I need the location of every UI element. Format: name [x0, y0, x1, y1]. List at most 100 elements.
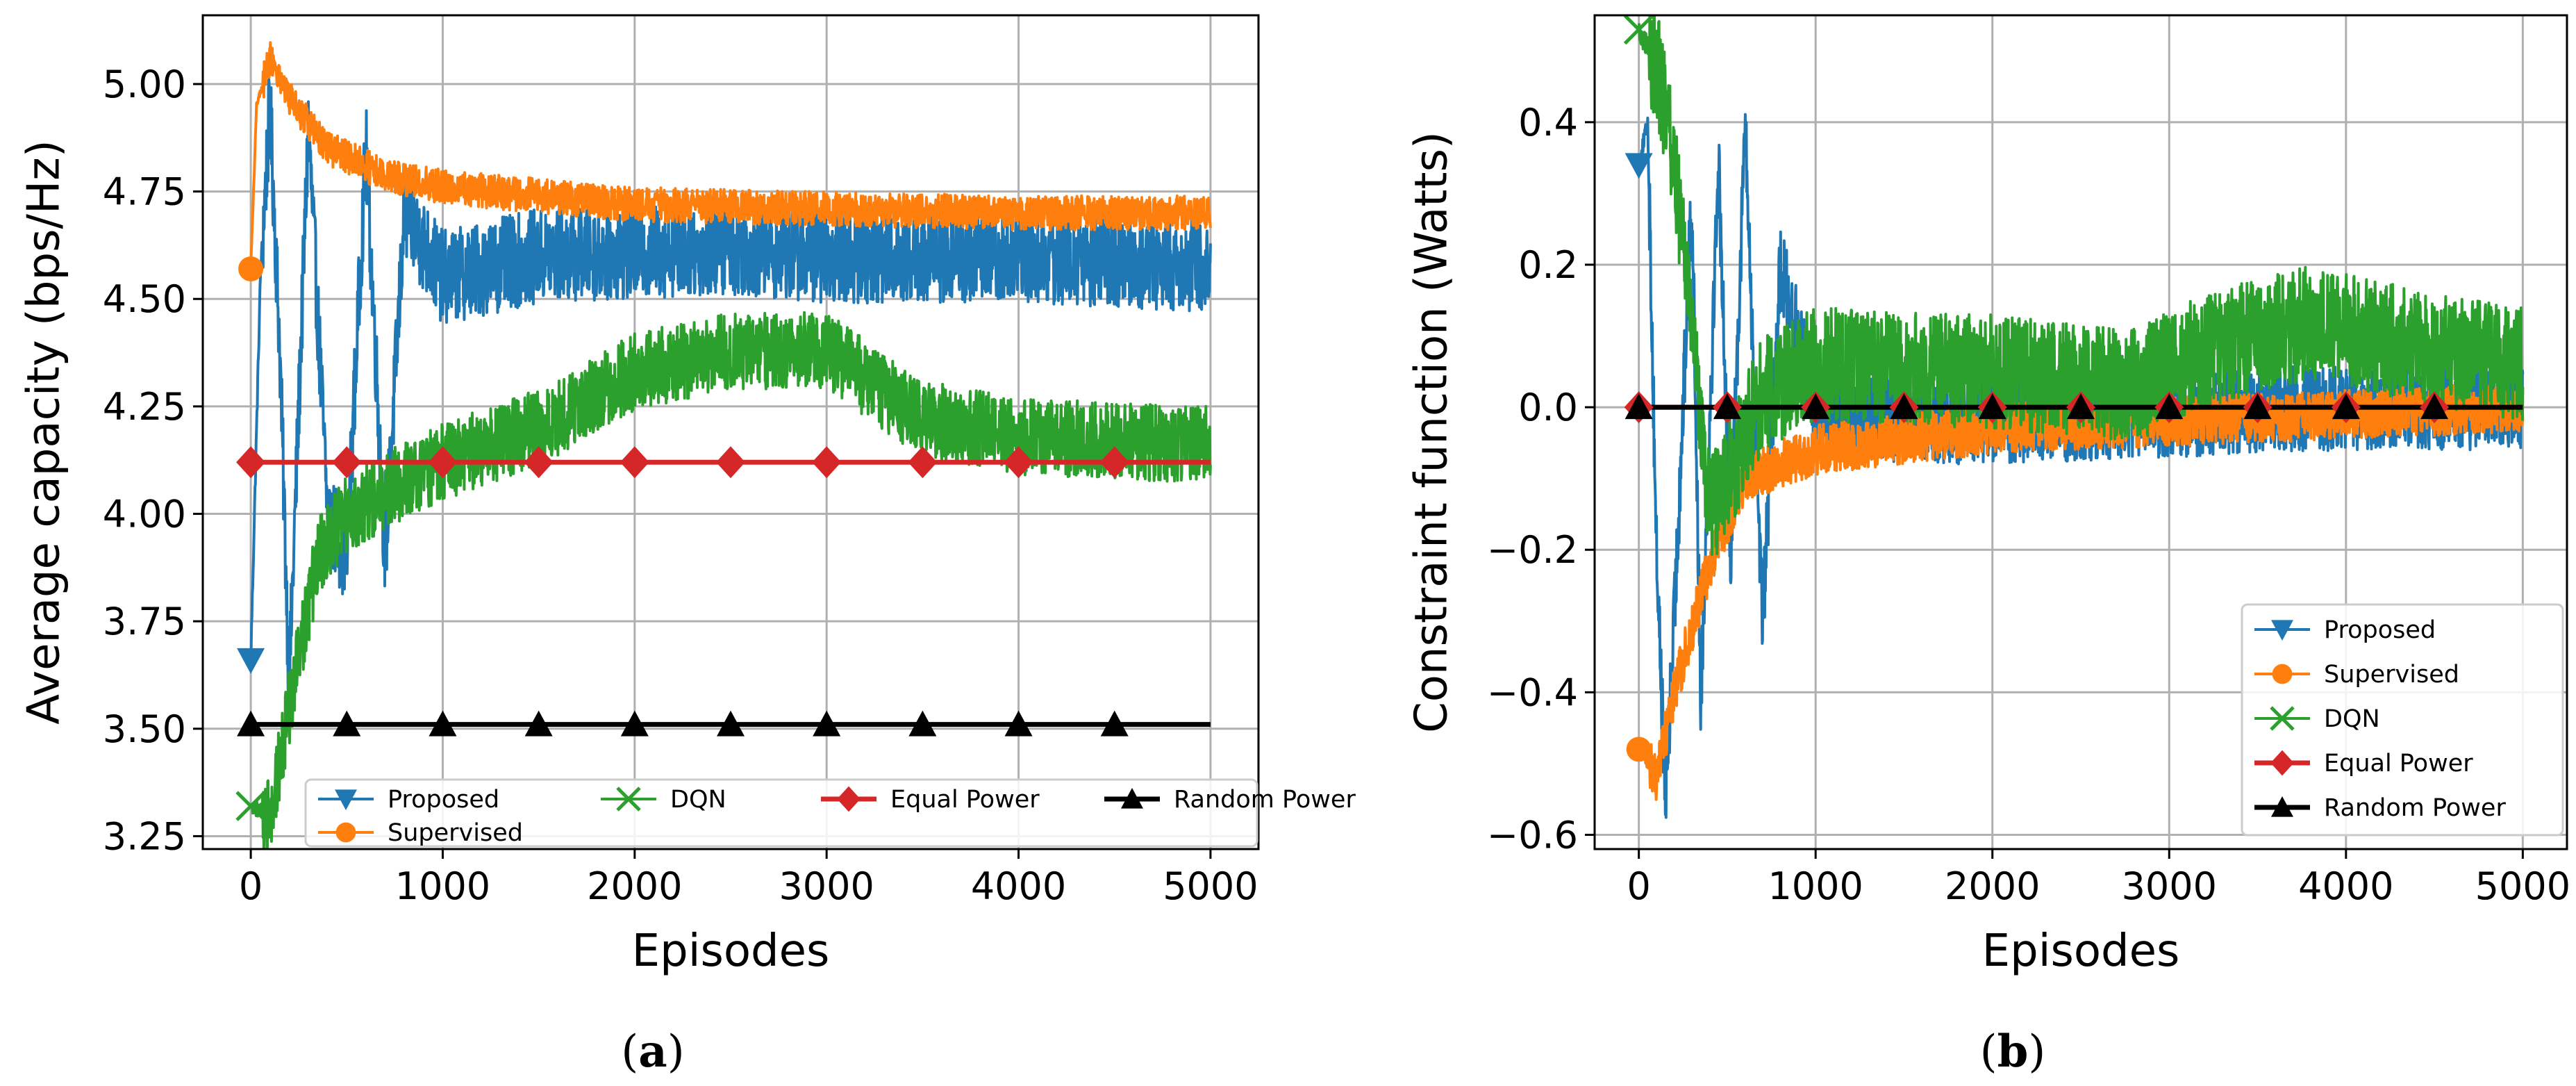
- marker-proposed: [237, 648, 265, 674]
- legend-a: Proposed Supervised DQN Equal Power Random P…: [304, 778, 1356, 848]
- legend-label: Equal Power: [2324, 750, 2473, 778]
- markers-b: [1623, 14, 2450, 762]
- x-tick-label: 4000: [2298, 864, 2393, 908]
- y-tick-label: 4.00: [103, 493, 186, 536]
- legend-label: Proposed: [388, 786, 499, 814]
- legend-marker-equal-power: [837, 786, 861, 812]
- x-tick-label: 0: [1627, 864, 1650, 908]
- marker-equal-power: [620, 446, 649, 479]
- y-tick-label: 3.25: [103, 814, 186, 858]
- legend-box: [304, 778, 1258, 848]
- legend-marker-random-power: [2271, 796, 2293, 817]
- x-axis-label-a: Episodes: [632, 925, 830, 977]
- marker-random-power: [1100, 710, 1129, 737]
- x-tick-label: 0: [239, 864, 263, 908]
- marker-random-power: [1713, 393, 1741, 420]
- marker-random-power: [2332, 393, 2360, 420]
- y-tick-label: −0.2: [1487, 528, 1578, 572]
- legend-label: Equal Power: [890, 786, 1040, 814]
- legend-label: Supervised: [2324, 661, 2459, 689]
- marker-random-power: [2067, 393, 2095, 420]
- marker-equal-power: [1004, 446, 1033, 479]
- y-tick-label: 3.50: [103, 707, 186, 751]
- marker-random-power: [429, 710, 457, 737]
- y-tick-label: −0.6: [1487, 813, 1578, 857]
- legend-entry-proposed: Proposed: [2254, 616, 2436, 644]
- series-line-dqn: [249, 311, 1212, 849]
- marker-random-power: [717, 710, 745, 737]
- markers-a: [235, 256, 1129, 821]
- marker-random-power: [813, 710, 841, 737]
- plot-frame-a: [201, 14, 1260, 850]
- marker-equal-power: [428, 446, 458, 479]
- x-tick-label: 5000: [1163, 864, 1258, 908]
- axes-b: 0 1000 2000 3000 4000 5000 −0.6 −0.4 −0.2 0.0 0.2 0…: [1487, 101, 2570, 908]
- plot-frame-b: [1593, 14, 2568, 850]
- marker-random-power: [2155, 393, 2184, 420]
- marker-dqn: [1623, 14, 1654, 45]
- marker-random-power: [237, 710, 265, 737]
- chart-panel-a: 0 1000 2000 3000 4000 5000 3.25 3.50 3.75 4.00 4.2…: [18, 14, 1356, 1078]
- panel-paren: (: [1980, 1026, 1997, 1078]
- chart-panel-b: 0 1000 2000 3000 4000 5000 −0.6 −0.4 −0.2 0.0 0.2 0…: [1406, 14, 2570, 1078]
- legend-marker-supervised: [2272, 664, 2293, 684]
- marker-equal-power: [524, 446, 554, 479]
- x-tick-label: 4000: [971, 864, 1066, 908]
- legend-label: Random Power: [2324, 794, 2506, 822]
- panel-letter: b: [1997, 1026, 2029, 1078]
- x-tick-label: 1000: [1768, 864, 1863, 908]
- legend-box: [2241, 603, 2564, 837]
- legend-marker-dqn: [616, 787, 641, 812]
- panel-paren: (: [621, 1026, 638, 1078]
- panel-letter: a: [638, 1026, 667, 1078]
- y-tick-label: 4.25: [103, 385, 186, 429]
- x-tick-label: 1000: [395, 864, 490, 908]
- panel-label-a: (a): [621, 1026, 684, 1078]
- legend-label: Supervised: [388, 819, 523, 847]
- marker-equal-power: [236, 446, 266, 479]
- marker-random-power: [908, 710, 937, 737]
- marker-random-power: [1978, 393, 2006, 420]
- legend-label: DQN: [670, 786, 726, 814]
- legend-entry-dqn: DQN: [2254, 705, 2380, 733]
- legend-entry-dqn: DQN: [601, 786, 726, 814]
- panel-paren: ): [2028, 1026, 2045, 1078]
- y-tick-label: −0.4: [1487, 670, 1578, 714]
- marker-equal-power: [908, 446, 938, 479]
- marker-supervised: [1626, 737, 1652, 762]
- legend-marker-proposed: [335, 789, 357, 810]
- legend-entry-supervised: Supervised: [2254, 661, 2459, 689]
- x-tick-label: 2000: [1945, 864, 2040, 908]
- marker-random-power: [1624, 393, 1653, 420]
- legend-entry-proposed: Proposed: [318, 786, 499, 814]
- axes-a: 0 1000 2000 3000 4000 5000 3.25 3.50 3.75 4.00 4.2…: [103, 63, 1258, 908]
- legend-marker-dqn: [2270, 706, 2295, 731]
- legend-entry-random-power: Random Power: [1104, 786, 1356, 814]
- marker-equal-power: [716, 446, 745, 479]
- legend-marker-proposed: [2271, 620, 2293, 641]
- y-tick-label: 0.0: [1518, 386, 1578, 429]
- legend-label: DQN: [2324, 705, 2380, 733]
- marker-random-power: [2243, 393, 2272, 420]
- y-axis-label-b: Constraint function (Watts): [1406, 131, 1457, 733]
- marker-random-power: [2420, 393, 2449, 420]
- x-tick-label: 3000: [779, 864, 874, 908]
- marker-proposed: [1624, 153, 1653, 179]
- x-tick-label: 5000: [2475, 864, 2570, 908]
- marker-random-power: [1004, 710, 1033, 737]
- marker-random-power: [620, 710, 649, 737]
- marker-supervised: [238, 256, 264, 281]
- marker-random-power: [333, 710, 361, 737]
- y-tick-label: 5.00: [103, 63, 186, 106]
- y-tick-label: 4.50: [103, 277, 186, 321]
- legend-entry-supervised: Supervised: [318, 819, 523, 847]
- legend-entry-equal-power: Equal Power: [2254, 750, 2473, 778]
- legend-label: Proposed: [2324, 616, 2436, 644]
- marker-random-power: [1890, 393, 1918, 420]
- legend-label: Random Power: [1174, 786, 1356, 814]
- y-axis-label-a: Average capacity (bps/Hz): [18, 140, 69, 725]
- legend-b: Proposed Supervised DQN Equal Power Random P…: [2241, 603, 2564, 837]
- y-tick-label: 3.75: [103, 600, 186, 643]
- panel-label-b: (b): [1980, 1026, 2046, 1078]
